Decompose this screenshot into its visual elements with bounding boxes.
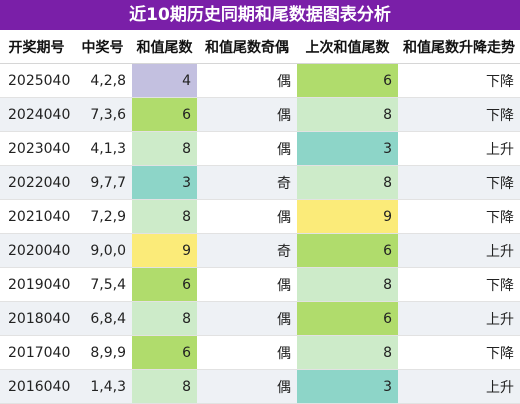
numbers-cell: 9,7,7: [73, 165, 132, 200]
prev-tail-cell: 3: [297, 131, 398, 166]
prev-tail-cell: 6: [297, 301, 398, 336]
prev-tail-cell: 8: [297, 165, 398, 200]
table-row: 2017040 8,9,9 6 偶 8 下降: [0, 335, 520, 370]
trend-cell: 下降: [398, 199, 520, 234]
issue-cell: 2020040: [0, 233, 73, 268]
table-row: 2016040 1,4,3 8 偶 3 上升: [0, 369, 520, 404]
numbers-cell: 4,2,8: [73, 63, 132, 98]
sum-tail-cell: 4: [132, 63, 197, 98]
numbers-cell: 7,2,9: [73, 199, 132, 234]
numbers-cell: 7,3,6: [73, 97, 132, 132]
parity-cell: 偶: [197, 63, 297, 98]
parity-cell: 偶: [197, 267, 297, 302]
header-numbers: 中奖号: [73, 30, 132, 64]
trend-cell: 下降: [398, 267, 520, 302]
issue-cell: 2024040: [0, 97, 73, 132]
parity-cell: 偶: [197, 199, 297, 234]
trend-cell: 下降: [398, 165, 520, 200]
issue-cell: 2025040: [0, 63, 73, 98]
sum-tail-cell: 6: [132, 267, 197, 302]
header-row: 开奖期号 中奖号 和值尾数 和值尾数奇偶 上次和值尾数 和值尾数升降走势: [0, 30, 520, 64]
table-row: 2021040 7,2,9 8 偶 9 下降: [0, 199, 520, 234]
issue-cell: 2021040: [0, 199, 73, 234]
prev-tail-cell: 6: [297, 63, 398, 98]
prev-tail-cell: 8: [297, 97, 398, 132]
table-row: 2024040 7,3,6 6 偶 8 下降: [0, 97, 520, 132]
table-row: 2023040 4,1,3 8 偶 3 上升: [0, 131, 520, 166]
sum-tail-cell: 8: [132, 199, 197, 234]
prev-tail-cell: 6: [297, 233, 398, 268]
trend-cell: 上升: [398, 369, 520, 404]
history-table: 开奖期号 中奖号 和值尾数 和值尾数奇偶 上次和值尾数 和值尾数升降走势 202…: [0, 30, 520, 404]
numbers-cell: 1,4,3: [73, 369, 132, 404]
trend-cell: 下降: [398, 63, 520, 98]
parity-cell: 偶: [197, 131, 297, 166]
issue-cell: 2017040: [0, 335, 73, 370]
issue-cell: 2016040: [0, 369, 73, 404]
sum-tail-cell: 6: [132, 335, 197, 370]
trend-cell: 下降: [398, 97, 520, 132]
prev-tail-cell: 8: [297, 335, 398, 370]
numbers-cell: 4,1,3: [73, 131, 132, 166]
trend-cell: 上升: [398, 301, 520, 336]
sum-tail-cell: 6: [132, 97, 197, 132]
sum-tail-cell: 8: [132, 131, 197, 166]
table-row: 2018040 6,8,4 8 偶 6 上升: [0, 301, 520, 336]
numbers-cell: 9,0,0: [73, 233, 132, 268]
numbers-cell: 6,8,4: [73, 301, 132, 336]
parity-cell: 偶: [197, 301, 297, 336]
header-prev-tail: 上次和值尾数: [297, 30, 398, 64]
table-row: 2025040 4,2,8 4 偶 6 下降: [0, 63, 520, 98]
trend-cell: 上升: [398, 131, 520, 166]
sum-tail-cell: 8: [132, 301, 197, 336]
parity-cell: 偶: [197, 97, 297, 132]
table-row: 2019040 7,5,4 6 偶 8 下降: [0, 267, 520, 302]
header-trend: 和值尾数升降走势: [398, 30, 520, 64]
sum-tail-cell: 3: [132, 165, 197, 200]
parity-cell: 偶: [197, 369, 297, 404]
prev-tail-cell: 8: [297, 267, 398, 302]
page-title: 近10期历史同期和尾数据图表分析: [0, 0, 520, 30]
numbers-cell: 7,5,4: [73, 267, 132, 302]
table-row: 2020040 9,0,0 9 奇 6 上升: [0, 233, 520, 268]
table-row: 2022040 9,7,7 3 奇 8 下降: [0, 165, 520, 200]
parity-cell: 偶: [197, 335, 297, 370]
parity-cell: 奇: [197, 165, 297, 200]
header-issue: 开奖期号: [0, 30, 73, 64]
issue-cell: 2018040: [0, 301, 73, 336]
sum-tail-cell: 8: [132, 369, 197, 404]
trend-cell: 上升: [398, 233, 520, 268]
sum-tail-cell: 9: [132, 233, 197, 268]
header-sum-tail: 和值尾数: [132, 30, 197, 64]
issue-cell: 2019040: [0, 267, 73, 302]
issue-cell: 2022040: [0, 165, 73, 200]
trend-cell: 下降: [398, 335, 520, 370]
numbers-cell: 8,9,9: [73, 335, 132, 370]
prev-tail-cell: 3: [297, 369, 398, 404]
parity-cell: 奇: [197, 233, 297, 268]
prev-tail-cell: 9: [297, 199, 398, 234]
header-parity: 和值尾数奇偶: [197, 30, 297, 64]
issue-cell: 2023040: [0, 131, 73, 166]
